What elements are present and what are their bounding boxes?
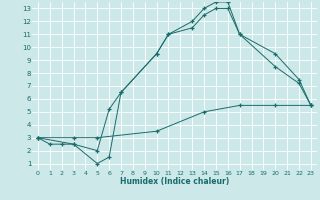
X-axis label: Humidex (Indice chaleur): Humidex (Indice chaleur) (120, 177, 229, 186)
